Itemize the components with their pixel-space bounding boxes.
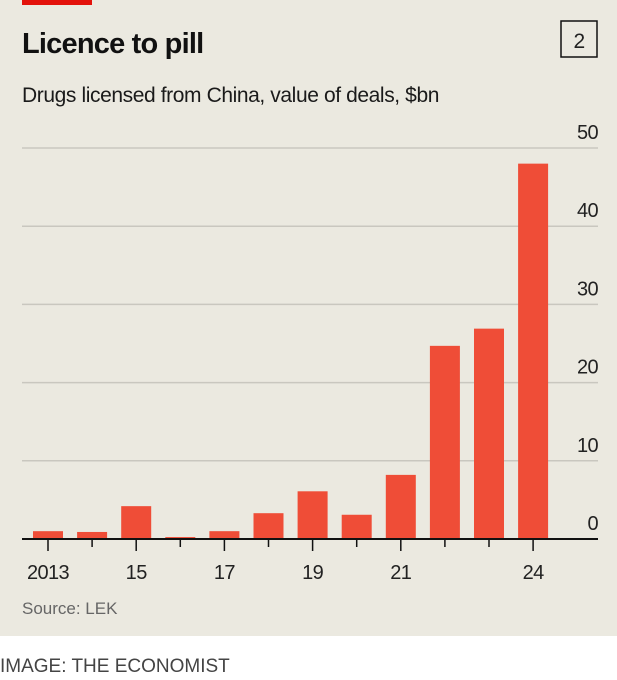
x-tick-label: 15 bbox=[126, 562, 148, 584]
x-tick-label: 17 bbox=[214, 562, 236, 584]
bar-2014 bbox=[77, 531, 108, 539]
bar-2018 bbox=[253, 513, 284, 539]
y-tick-label: 10 bbox=[577, 435, 599, 457]
bar-2022 bbox=[429, 345, 460, 539]
economist-red-tag bbox=[22, 0, 92, 5]
bar-2020 bbox=[341, 514, 372, 539]
y-tick-label: 0 bbox=[587, 513, 598, 535]
x-tick-label: 21 bbox=[390, 562, 412, 584]
source-note: Source: LEK bbox=[22, 599, 118, 618]
bar-2013 bbox=[33, 531, 63, 539]
y-tick-label: 20 bbox=[577, 357, 599, 379]
bar-2023 bbox=[474, 328, 504, 539]
bar-2015 bbox=[121, 506, 152, 539]
chart-number-box bbox=[560, 20, 598, 58]
x-tick-label: 19 bbox=[302, 562, 324, 584]
chart-number: 2 bbox=[573, 30, 584, 53]
bar-2019 bbox=[297, 491, 328, 539]
x-tick-label: 24 bbox=[523, 562, 545, 584]
y-tick-label: 30 bbox=[577, 278, 599, 300]
image-caption: IMAGE: THE ECONOMIST bbox=[0, 656, 230, 677]
chart-title: Licence to pill bbox=[22, 28, 203, 60]
y-tick-label: 50 bbox=[577, 122, 599, 144]
chart-subtitle: Drugs licensed from China, value of deal… bbox=[22, 84, 439, 107]
bar-2021 bbox=[385, 474, 416, 539]
x-tick-label: 2013 bbox=[27, 562, 70, 584]
y-tick-label: 40 bbox=[577, 200, 599, 222]
bar-2017 bbox=[209, 531, 240, 539]
bar-2024 bbox=[518, 163, 549, 539]
